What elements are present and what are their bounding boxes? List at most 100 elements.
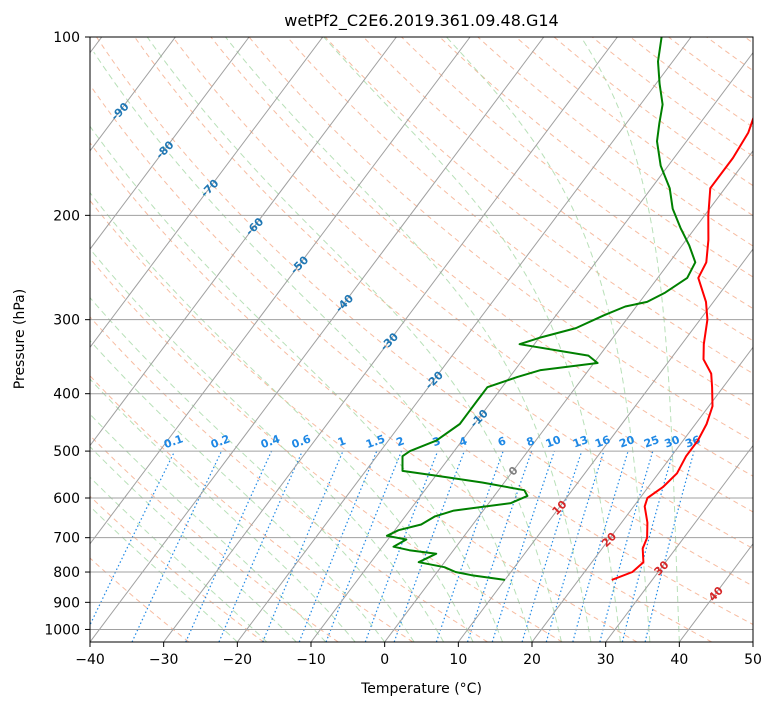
plot-area: 0.1 0.2 0.4 0.6 1 1.5 2 3 4 6 8 10 13 16 20 25 30 36-100-… <box>61 37 753 642</box>
isotherm-label: 30 <box>652 558 672 578</box>
isotherm-line <box>752 641 753 642</box>
y-axis: 100 200 300 400 500 600 700 800 900 1000 <box>44 30 90 638</box>
dry-adiabat-line <box>286 37 753 408</box>
isotherm-line <box>90 37 471 545</box>
moist-adiabat-line <box>580 37 680 642</box>
mixing-ratio-line <box>466 450 533 642</box>
isotherm-line <box>531 346 753 642</box>
y-tick-label: 100 <box>53 30 80 46</box>
mixing-ratio-line <box>90 450 176 627</box>
mixing-ratio-line <box>393 450 465 642</box>
chart-title: wetPf2_C2E6.2019.361.09.48.G14 <box>284 11 558 31</box>
isotherm-label: -30 <box>378 330 401 353</box>
dry-adiabat-line <box>95 37 753 587</box>
moist-adiabats <box>90 37 680 642</box>
plot-frame <box>89 36 754 643</box>
dry-adiabat-line <box>705 37 753 72</box>
mixing-ratio-line <box>131 450 223 642</box>
dry-adiabat-line <box>743 37 753 44</box>
mixing-ratio-label: 0.2 <box>209 432 232 451</box>
mixing-ratio-line <box>599 450 654 642</box>
mixing-ratio-line <box>545 450 605 642</box>
mixing-ratio-label: 13 <box>571 433 590 450</box>
dry-adiabat-line <box>90 257 563 642</box>
y-tick-label: 300 <box>53 313 80 329</box>
x-tick-label: 50 <box>744 652 762 668</box>
x-axis: −40 −30 −20 −10 0 10 20 30 40 50 <box>75 642 762 668</box>
mixing-ratio-line <box>185 450 273 642</box>
mixing-ratio-line <box>621 450 674 642</box>
moist-adiabat-line <box>90 505 238 642</box>
x-tick-label: 10 <box>449 652 467 668</box>
isotherm-line <box>90 37 397 447</box>
dry-adiabat-line <box>134 37 753 550</box>
moist-adiabat-line <box>90 339 386 642</box>
mixing-ratio-line <box>325 450 403 642</box>
y-tick-label: 200 <box>53 208 80 224</box>
isotherm-label: 0 <box>506 464 521 479</box>
moist-adiabat-line <box>146 37 562 642</box>
mixing-ratio-label: 6 <box>496 434 508 449</box>
moist-adiabat-line <box>90 125 503 642</box>
mixing-ratio-line <box>218 450 303 642</box>
mixing-ratio-label: 0.4 <box>259 432 282 451</box>
profile-series <box>385 37 753 581</box>
mixing-ratio-label: 4 <box>457 434 469 449</box>
temperature-profile-line <box>611 116 753 581</box>
isotherm-label: -50 <box>288 253 311 276</box>
mixing-ratio-line <box>491 450 555 642</box>
moist-adiabat-line <box>90 296 415 642</box>
dewpoint-profile-line <box>385 37 697 581</box>
y-axis-title: Pressure (hPa) <box>12 289 28 389</box>
mixing-ratio-label: 8 <box>525 434 537 449</box>
mixing-ratio-label: 1 <box>336 434 348 449</box>
dry-adiabat-line <box>90 199 638 642</box>
dry-adiabat-line <box>629 37 753 128</box>
x-tick-label: 40 <box>670 652 688 668</box>
mixing-ratio-line <box>262 450 344 642</box>
isotherm-line <box>605 444 753 642</box>
mixing-ratio-line <box>435 450 504 642</box>
mixing-ratio-label: 16 <box>593 433 612 451</box>
isotherm-line <box>163 37 618 642</box>
x-tick-label: −10 <box>296 652 326 668</box>
y-tick-label: 1000 <box>44 622 80 638</box>
dry-adiabat-line <box>210 37 753 477</box>
mixing-ratio-line <box>364 450 439 642</box>
dry-adiabat-line <box>90 434 339 642</box>
y-tick-label: 500 <box>53 444 80 460</box>
x-tick-label: 30 <box>597 652 615 668</box>
isotherm-line <box>236 37 692 642</box>
mixing-ratio-line <box>572 450 629 642</box>
mixing-ratio-label: 0.6 <box>290 432 313 451</box>
moist-adiabat-line <box>90 446 297 642</box>
isotherm-line <box>310 51 753 642</box>
x-tick-label: 0 <box>380 652 389 668</box>
x-tick-label: −30 <box>149 652 179 668</box>
y-tick-label: 400 <box>53 387 80 403</box>
mixing-ratio-label: 30 <box>663 433 682 451</box>
mixing-ratio-label: 3 <box>431 434 443 449</box>
y-tick-label: 800 <box>53 565 80 581</box>
dry-adiabat-line <box>90 495 264 642</box>
mixing-ratio-label: 1.5 <box>364 432 387 451</box>
dry-adiabat-line <box>90 557 190 642</box>
moist-adiabat-line <box>90 413 327 642</box>
y-tick-label: 900 <box>53 595 80 611</box>
dry-adiabat-line <box>90 375 414 642</box>
moist-adiabat-line <box>93 51 533 642</box>
line-labels: 0.1 0.2 0.4 0.6 1 1.5 2 3 4 6 8 10 13 16 20 25 30 36-100-… <box>61 59 726 604</box>
isotherm-line <box>384 150 753 642</box>
isotherm-label: -100 <box>61 59 90 88</box>
isotherm-label: -40 <box>333 292 356 315</box>
mixing-ratio-label: 36 <box>683 433 702 451</box>
moist-adiabat-line <box>90 476 268 642</box>
dry-adiabat-line <box>667 37 753 100</box>
isotherms <box>90 37 753 642</box>
dry-adiabat-line <box>248 37 753 442</box>
mixing-ratio-label: 0.1 <box>162 432 185 451</box>
moist-adiabat-line <box>225 37 592 642</box>
mixing-ratio-lines <box>90 450 695 642</box>
isotherm-label: -20 <box>423 368 446 391</box>
